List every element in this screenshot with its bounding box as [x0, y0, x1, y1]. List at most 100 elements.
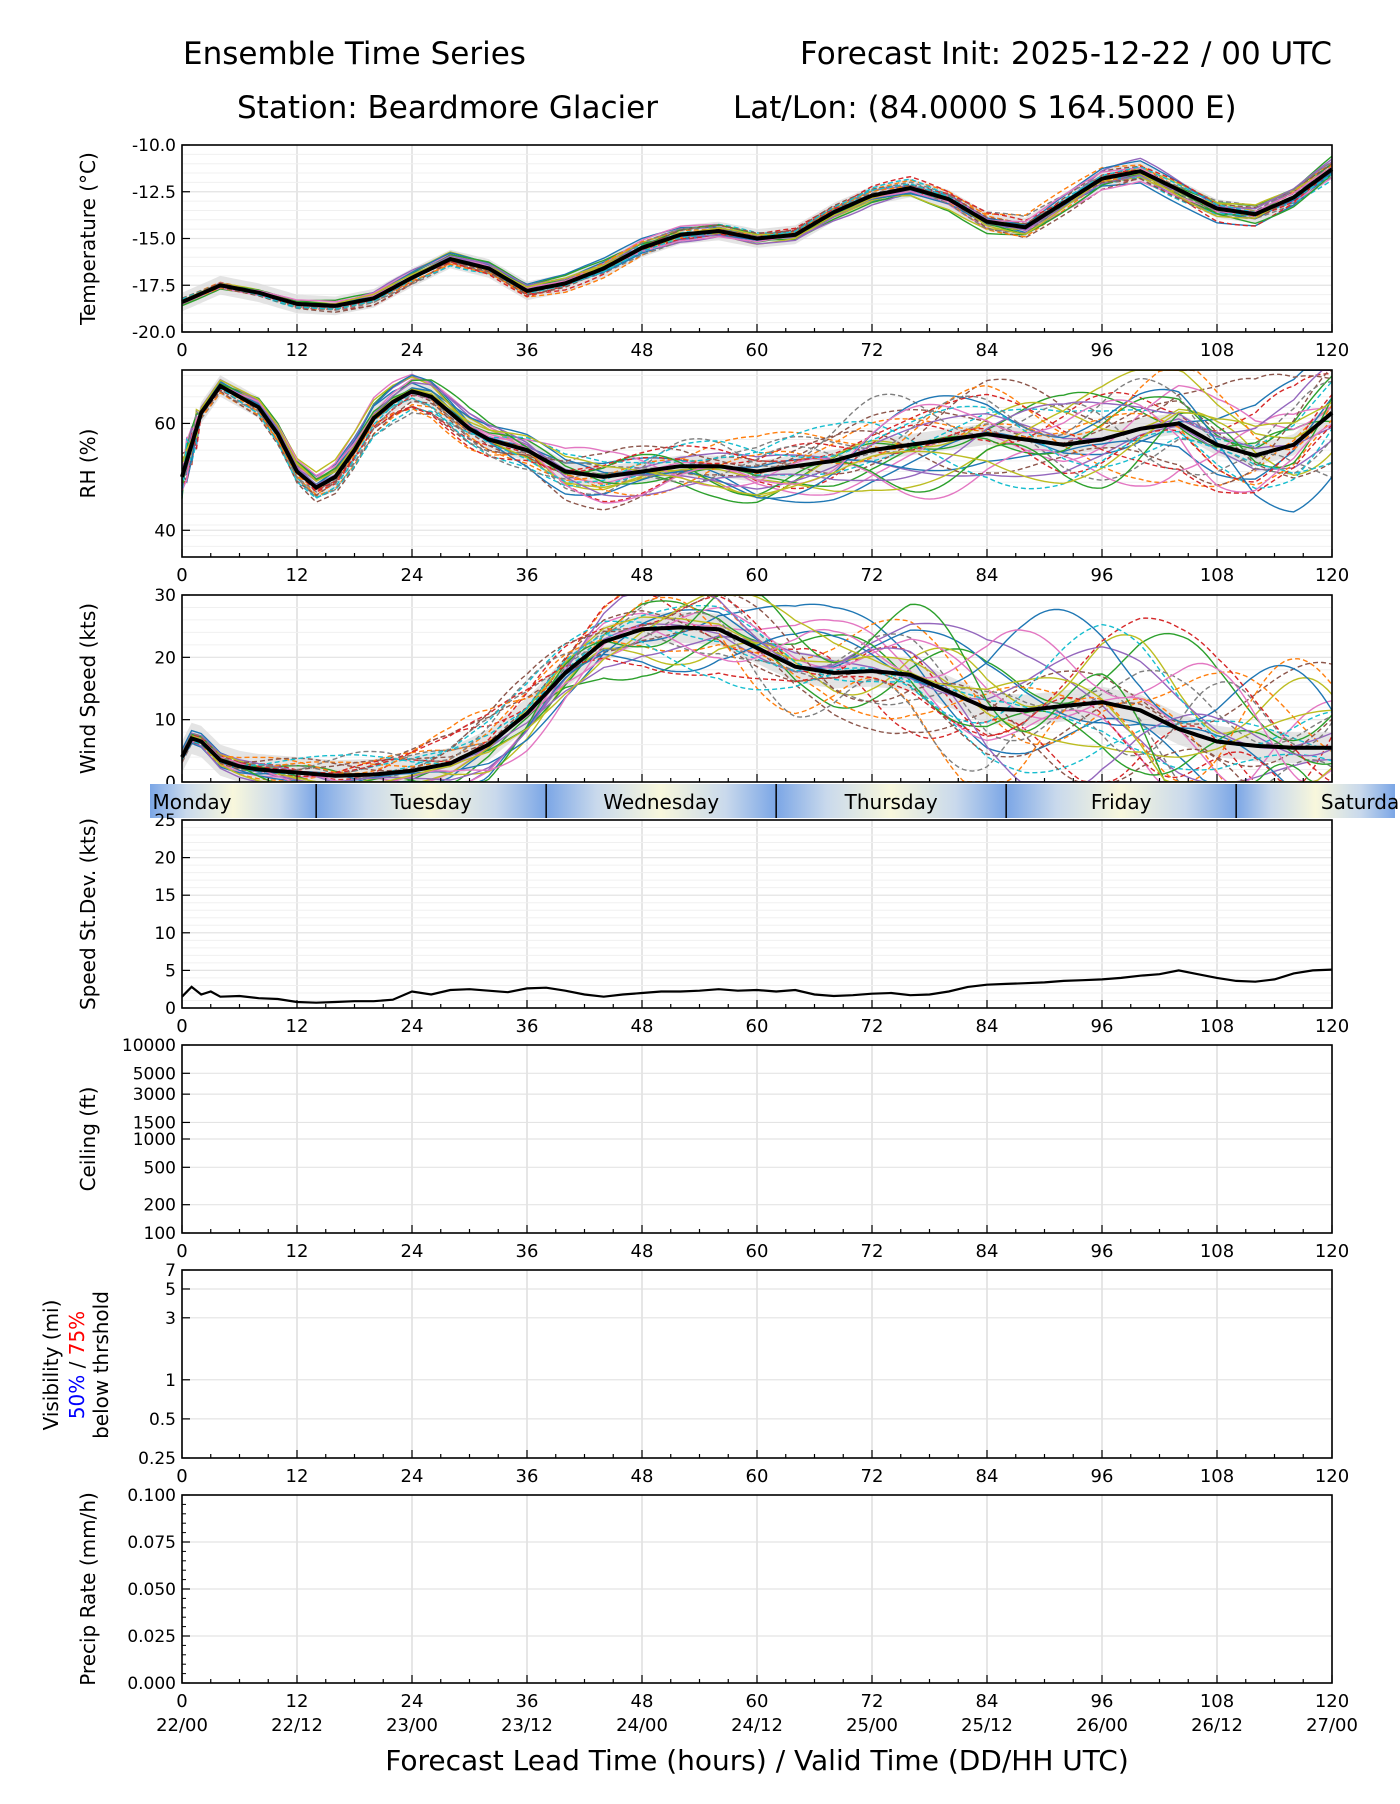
ensemble-member-line: [181, 628, 1333, 776]
temperature-panel: -20.0 -17.5 -15.0 -12.5 -10.0 0 12 24 36 48 60 72 84…: [76, 136, 1349, 361]
x-tick-label: 84: [976, 1016, 999, 1037]
ensemble-member-line: [181, 161, 1333, 311]
y-tick-label: 0.025: [127, 1627, 176, 1647]
ensemble-member-line: [181, 373, 1333, 500]
x-tick-label: 60: [746, 565, 769, 586]
speed_sd-panel: 0 5 10 15 20 25 0 12 24 36 48 60 72 84 96 108 120 Speed S…: [76, 811, 1349, 1037]
ensemble-member-line: [181, 594, 1332, 783]
x-tick-label: 24: [401, 1691, 424, 1712]
x-tick-label: 84: [976, 340, 999, 361]
valid-time-label: 27/00: [1306, 1715, 1358, 1736]
x-tick-label: 12: [286, 565, 309, 586]
x-tick-label: 48: [631, 1241, 654, 1262]
x-tick-label: 60: [746, 340, 769, 361]
ensemble-member-line: [181, 375, 1333, 493]
x-tick-label: 48: [631, 1691, 654, 1712]
latlon-label: Lat/Lon: (84.0000 S 164.5000 E): [733, 90, 1237, 126]
valid-time-label: 25/00: [846, 1715, 898, 1736]
y-tick-label: 1: [165, 1371, 176, 1391]
y-tick-label: 100: [144, 1224, 176, 1244]
legend-50pct: 50%: [65, 1375, 89, 1419]
y-tick-label: 20: [154, 849, 176, 869]
x-tick-label: 48: [631, 1016, 654, 1037]
x-tick-label: 36: [516, 1241, 539, 1262]
axes-frame: [181, 1494, 1333, 1684]
day-label: Thursday: [844, 790, 938, 814]
y-tick-label: 20: [154, 648, 176, 668]
x-tick-label: 72: [861, 340, 884, 361]
wind-panel: 0 10 20 30 Wind Speed (kts): [76, 586, 1333, 793]
axes-frame: [181, 369, 1333, 558]
x-tick-label: 96: [1091, 1466, 1114, 1487]
x-tick-label: 48: [631, 565, 654, 586]
ensemble-member-line: [181, 379, 1333, 496]
title-right: Forecast Init: 2025-12-22 / 00 UTC: [800, 36, 1332, 72]
ensemble-member-line: [181, 623, 1333, 767]
day-label: Wednesday: [603, 790, 719, 814]
valid-time-label: 24/12: [731, 1715, 783, 1736]
day-label: Friday: [1091, 790, 1152, 814]
day-cell: [1236, 784, 1395, 818]
y-tick-label: -15.0: [132, 230, 176, 250]
ensemble-member-line: [181, 374, 1333, 513]
y-tick-label: 3: [165, 1309, 176, 1329]
panels: -20.0 -17.5 -15.0 -12.5 -10.0 0 12 24 36 48 60 72 84…: [76, 136, 1400, 1736]
y-tick-label: 25: [154, 811, 176, 831]
day-band: Monday Tuesday Wednesday Thursday Friday Satu…: [150, 784, 1400, 818]
y-tick-label: 10000: [122, 1036, 176, 1056]
y-tick-label: 200: [144, 1196, 176, 1216]
x-tick-label: 120: [1315, 340, 1349, 361]
x-tick-label: 0: [176, 1466, 187, 1487]
ensemble-member-line: [181, 638, 1333, 769]
y-tick-label: 0.5: [149, 1410, 176, 1430]
y-axis-label: Temperature (°C): [76, 152, 100, 326]
x-tick-label: 96: [1091, 1691, 1114, 1712]
y-tick-label: 60: [154, 414, 176, 434]
x-tick-label: 108: [1200, 340, 1234, 361]
y-tick-label: 500: [144, 1158, 176, 1178]
x-tick-label: 120: [1315, 1016, 1349, 1037]
y-tick-label: 0.075: [127, 1533, 176, 1553]
ensemble-mean-line: [181, 167, 1334, 308]
ensemble-member-line: [181, 369, 1333, 497]
x-tick-label: 36: [516, 1016, 539, 1037]
x-tick-label: 24: [401, 565, 424, 586]
y-tick-label: 10: [154, 924, 176, 944]
y-tick-label: 0: [165, 999, 176, 1019]
station-label: Station: Beardmore Glacier: [237, 90, 658, 126]
ensemble-member-line: [181, 605, 1333, 775]
ensemble-member-line: [181, 617, 1333, 783]
y-tick-label: 30: [154, 586, 176, 606]
ensemble-member-line: [181, 374, 1333, 504]
valid-time-label: 22/12: [271, 1715, 323, 1736]
y-tick-label: 0.050: [127, 1580, 176, 1600]
x-tick-label: 96: [1091, 565, 1114, 586]
x-tick-label: 60: [746, 1241, 769, 1262]
axes-frame: [181, 1044, 1333, 1234]
valid-time-label: 26/12: [1191, 1715, 1243, 1736]
y-tick-label: 15: [154, 886, 176, 906]
day-label: Monday: [153, 790, 232, 814]
ensemble-member-line: [181, 381, 1333, 489]
y-axis-label: Wind Speed (kts): [76, 603, 100, 774]
y-axis-label: Speed St.Dev. (kts): [76, 818, 100, 1010]
x-tick-label: 96: [1091, 1016, 1114, 1037]
x-tick-label: 84: [976, 1466, 999, 1487]
x-tick-label: 0: [176, 1691, 187, 1712]
y-tick-label: 0.25: [138, 1449, 176, 1469]
ensemble-mean-line: [180, 383, 1334, 490]
x-tick-label: 72: [861, 1691, 884, 1712]
axes-frame: [181, 594, 1333, 783]
y-tick-label: 7: [165, 1261, 176, 1281]
ensemble-member-line: [181, 168, 1333, 309]
x-tick-label: 72: [861, 1241, 884, 1262]
day-cell: [316, 784, 547, 818]
x-tick-label: 120: [1315, 1241, 1349, 1262]
y-tick-label: 1000: [133, 1130, 176, 1150]
day-cell: [1006, 784, 1237, 818]
title-left: Ensemble Time Series: [183, 36, 526, 72]
x-tick-label: 12: [286, 1466, 309, 1487]
x-tick-label: 108: [1200, 1466, 1234, 1487]
y-tick-label: 0.000: [127, 1674, 176, 1694]
valid-time-label: 26/00: [1076, 1715, 1128, 1736]
